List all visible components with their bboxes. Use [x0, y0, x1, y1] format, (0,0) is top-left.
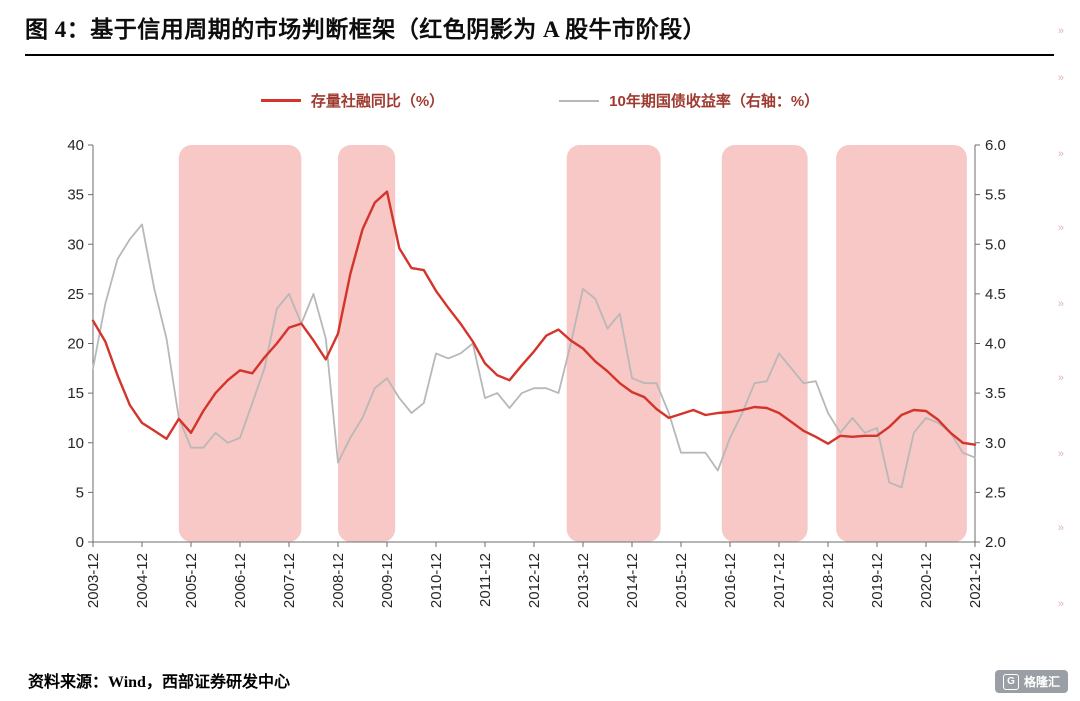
legend-label-bond-yield: 10年期国债收益率（右轴：%） [609, 93, 820, 110]
gelonghui-badge-text: 格隆汇 [1023, 675, 1060, 689]
watermark-mark-icon: » [1057, 222, 1064, 234]
x-axis-tick-label: 2006-12 [232, 553, 249, 608]
watermark-mark-icon: » [1057, 25, 1064, 37]
right-axis-tick-label: 6.0 [985, 137, 1006, 154]
figure-header: 图 4：基于信用周期的市场判断框架（红色阴影为 A 股牛市阶段） [25, 10, 1054, 56]
bull-market-shading [566, 145, 661, 542]
bond-yield-line [92, 223, 976, 489]
bull-market-shading [721, 145, 808, 542]
watermark-mark-icon: » [1057, 598, 1064, 610]
left-axis-tick-label: 25 [67, 286, 84, 303]
x-axis-tick-label: 2007-12 [281, 553, 298, 608]
left-axis-tick-label: 0 [76, 534, 84, 551]
bull-market-shading [338, 145, 396, 542]
x-axis-tick-label: 2014-12 [624, 553, 641, 608]
x-axis-tick-label: 2005-12 [183, 553, 200, 608]
legend-label-sf-yoy: 存量社融同比（%） [310, 93, 445, 110]
x-axis-tick-label: 2008-12 [330, 553, 347, 608]
right-axis-tick-label: 3.5 [985, 385, 1006, 402]
credit-cycle-chart-svg: 0 5 10 15 20 25 30 35 40 2.0 2.5 3.0 3.5 4.0 4.5 5.0 5.5… [67, 137, 1006, 608]
left-axis-tick-label: 10 [67, 435, 84, 452]
x-axis-tick-label: 2003-12 [85, 553, 102, 608]
watermark-mark-icon: » [1057, 72, 1064, 84]
x-axis-tick-label: 2020-12 [918, 553, 935, 608]
watermark-mark-icon: » [1057, 522, 1064, 534]
right-axis-tick-label: 4.0 [985, 336, 1006, 353]
x-axis-tick-label: 2012-12 [526, 553, 543, 608]
left-axis-tick-label: 20 [67, 336, 84, 353]
left-axis-tick-label: 35 [67, 187, 84, 204]
legend-red-line-icon [260, 99, 301, 102]
chart-legend: 存量社融同比（%） 10年期国债收益率（右轴：%） [0, 90, 1080, 111]
x-axis-tick-label: 2017-12 [771, 553, 788, 608]
right-axis-tick-label: 4.5 [985, 286, 1006, 303]
legend-item-sf-yoy: 存量社融同比（%） [260, 90, 445, 111]
x-axis-tick-label: 2009-12 [379, 553, 396, 608]
x-axis-tick-label: 2010-12 [428, 553, 445, 608]
figure-title: 图 4：基于信用周期的市场判断框架（红色阴影为 A 股牛市阶段） [25, 17, 707, 42]
left-axis-tick-label: 40 [67, 137, 84, 154]
bull-market-shading [178, 145, 302, 542]
right-axis-tick-label: 3.0 [985, 435, 1006, 452]
gelonghui-watermark-badge: G 格隆汇 [994, 670, 1068, 693]
bull-market-shading [836, 145, 967, 542]
right-axis-tick-label: 2.5 [985, 484, 1006, 501]
x-axis-tick-label: 2016-12 [722, 553, 739, 608]
watermark-mark-icon: » [1057, 372, 1064, 384]
x-axis-tick-label: 2019-12 [869, 553, 886, 608]
x-axis-tick-label: 2004-12 [134, 553, 151, 608]
legend-gray-line-icon [559, 99, 600, 102]
gelonghui-logo-icon: G [1002, 673, 1019, 690]
left-axis-tick-label: 15 [67, 385, 84, 402]
right-axis-tick-label: 5.0 [985, 236, 1006, 253]
watermark-mark-icon: » [1057, 298, 1064, 310]
x-axis-tick-label: 2015-12 [673, 553, 690, 608]
x-axis-tick-label: 2021-12 [967, 553, 984, 608]
right-axis-tick-label: 2.0 [985, 534, 1006, 551]
watermark-mark-icon: » [1057, 148, 1064, 160]
left-axis-tick-label: 5 [76, 484, 84, 501]
right-axis-tick-label: 5.5 [985, 187, 1006, 204]
legend-item-bond-yield: 10年期国债收益率（右轴：%） [559, 90, 819, 111]
watermark-mark-icon: » [1057, 448, 1064, 460]
sf-yoy-line [91, 190, 977, 446]
left-axis-tick-label: 30 [67, 236, 84, 253]
source-note: 资料来源：Wind，西部证券研发中心 [28, 674, 290, 691]
x-axis-tick-label: 2018-12 [820, 553, 837, 608]
x-axis-tick-label: 2011-12 [477, 553, 494, 607]
x-axis-tick-label: 2013-12 [575, 553, 592, 608]
